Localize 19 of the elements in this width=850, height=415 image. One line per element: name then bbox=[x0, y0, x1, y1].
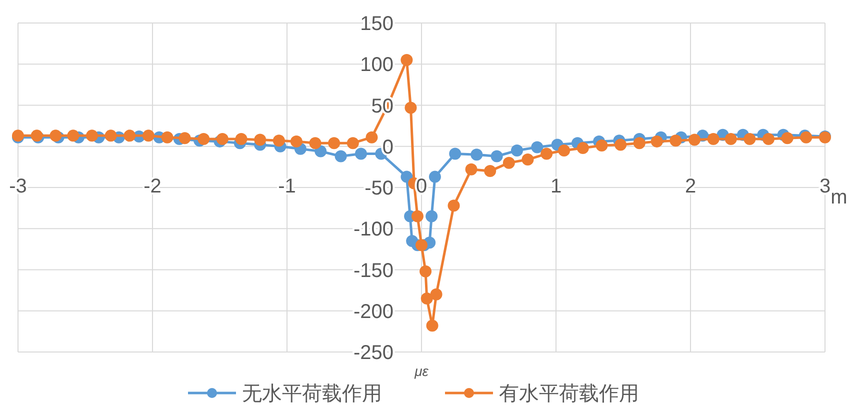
x-axis-title: m bbox=[830, 186, 848, 208]
legend-label: 无水平荷载作用 bbox=[242, 383, 382, 405]
y-tick-label: -50 bbox=[364, 178, 394, 200]
y-tick-label: -150 bbox=[353, 260, 394, 282]
y-tick-label: 100 bbox=[360, 54, 394, 76]
y-tick-label: -100 bbox=[353, 218, 394, 241]
y-tick-label: -250 bbox=[353, 342, 394, 364]
x-tick-label: -3 bbox=[9, 175, 27, 198]
x-tick-label: 3 bbox=[819, 175, 831, 198]
x-tick-label: 1 bbox=[550, 175, 562, 198]
legend-label: 有水平荷载作用 bbox=[499, 383, 639, 405]
x-tick-label: -1 bbox=[278, 175, 296, 198]
y-tick-label: -200 bbox=[353, 300, 394, 323]
text: με bbox=[414, 363, 430, 379]
y-tick-label: 150 bbox=[360, 13, 394, 35]
y-tick-label: 0 bbox=[382, 136, 394, 158]
x-tick-label: -2 bbox=[144, 175, 162, 198]
x-tick-label: 2 bbox=[684, 175, 696, 198]
x-tick-label: 0 bbox=[416, 175, 428, 198]
